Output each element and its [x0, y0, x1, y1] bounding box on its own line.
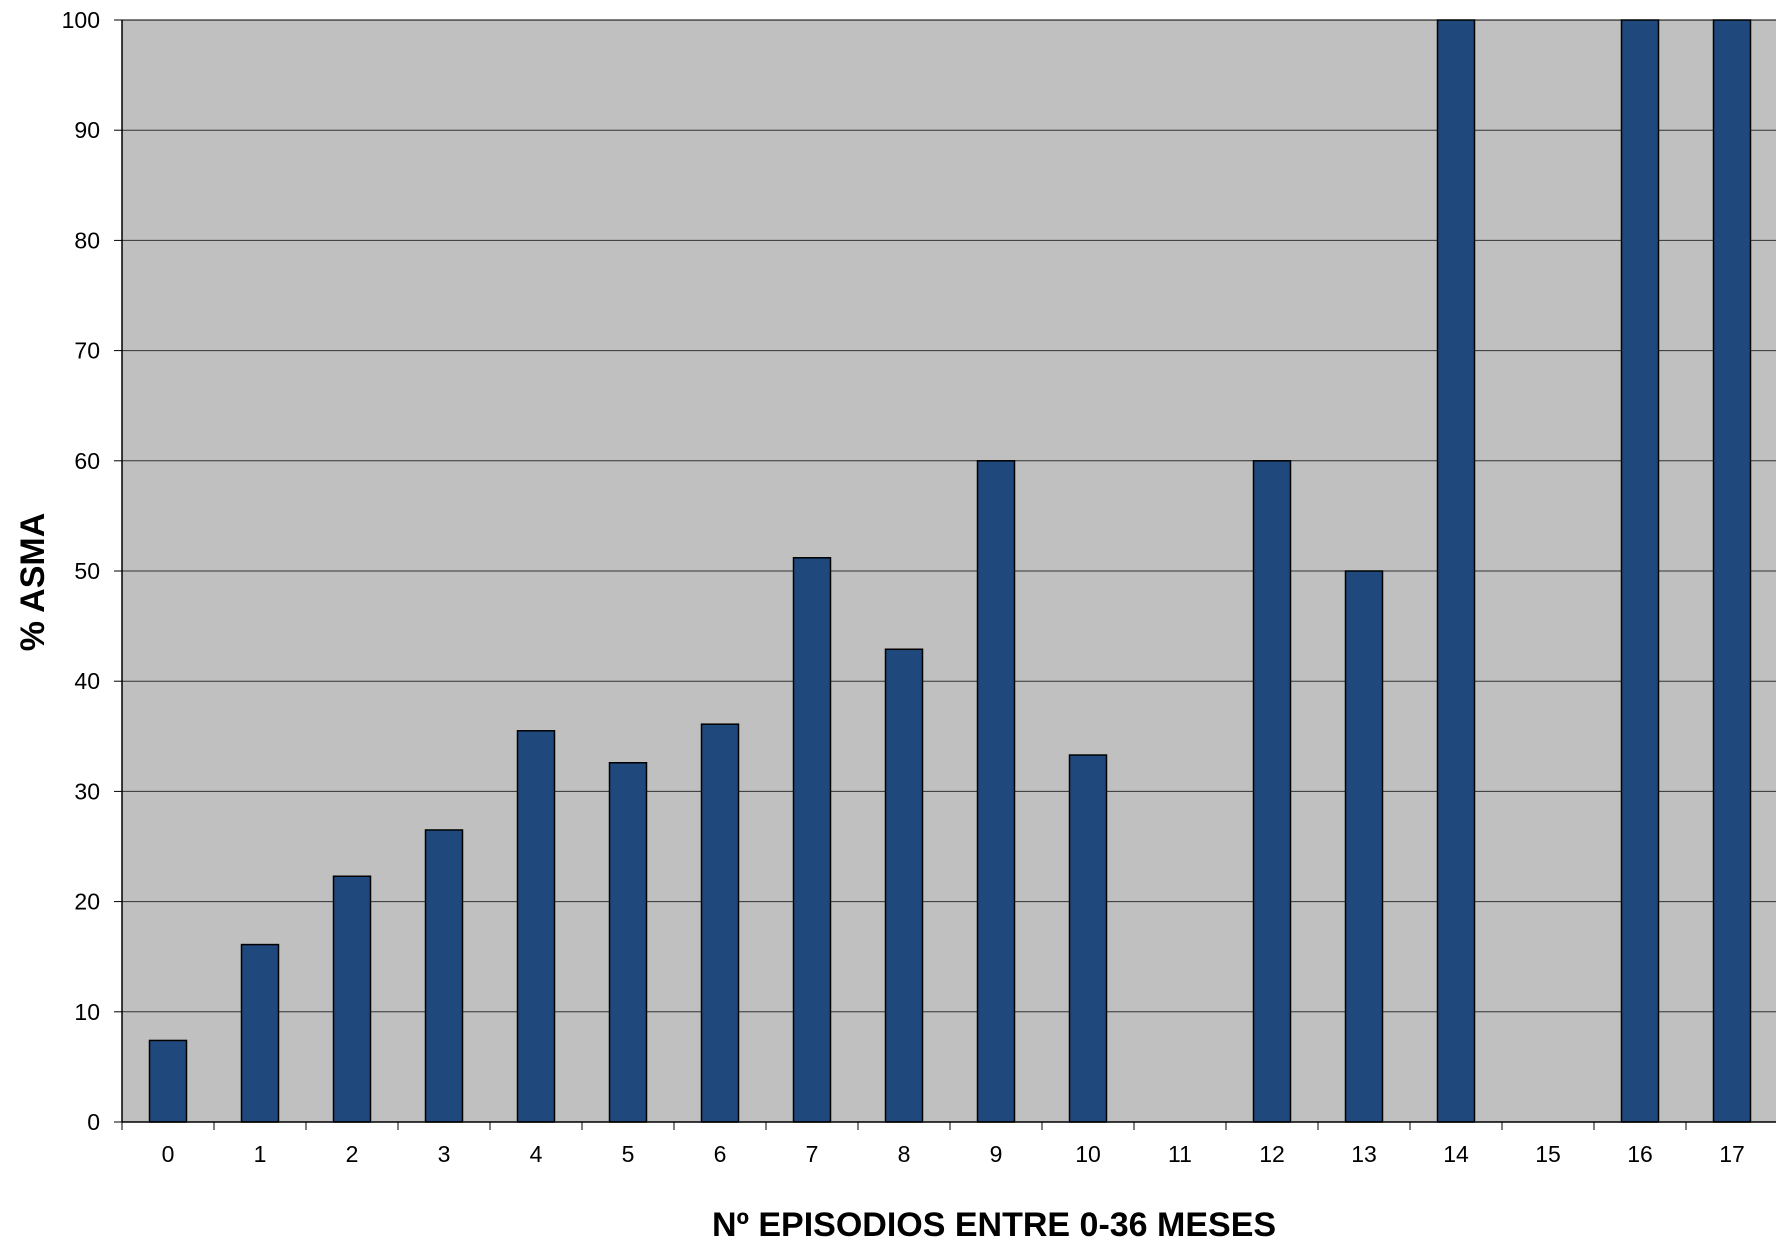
- bar-5: [608, 761, 648, 1123]
- bar-1: [240, 943, 280, 1123]
- bar-14: [1436, 19, 1476, 1123]
- y-tick-labels: 0 10 20 30 40 50 60 70 80 90 100: [62, 7, 122, 1135]
- x-tick-label: 17: [1719, 1141, 1745, 1167]
- bar-8: [884, 648, 924, 1123]
- y-tick-label: 100: [62, 7, 100, 33]
- y-tick-label: 10: [74, 999, 100, 1025]
- x-axis-title: Nº EPISODIOS ENTRE 0-36 MESES: [712, 1206, 1276, 1243]
- x-tick-label: 15: [1535, 1141, 1561, 1167]
- y-tick-label: 30: [74, 778, 100, 804]
- x-tick-label: 9: [990, 1141, 1003, 1167]
- x-tick-labels: 0 1 2 3 4 5 6 7 8 9 10 11 12 13 14 15 16 17: [121, 1122, 1745, 1167]
- bar-10: [1068, 754, 1108, 1123]
- x-tick-label: 11: [1168, 1141, 1192, 1167]
- y-tick-label: 50: [74, 558, 100, 584]
- y-tick-label: 60: [74, 448, 100, 474]
- bar-17: [1712, 19, 1752, 1123]
- bar-13: [1344, 570, 1384, 1123]
- bar-4: [516, 730, 556, 1123]
- x-tick-label: 6: [714, 1141, 727, 1167]
- x-tick-label: 16: [1627, 1141, 1653, 1167]
- x-tick-label: 14: [1443, 1141, 1469, 1167]
- y-tick-label: 80: [74, 227, 100, 253]
- bars: [148, 19, 1752, 1123]
- bar-3: [424, 829, 464, 1123]
- x-tick-label: 1: [254, 1141, 267, 1167]
- x-tick-label: 10: [1075, 1141, 1101, 1167]
- bar-6: [700, 723, 740, 1123]
- x-tick-label: 12: [1259, 1141, 1285, 1167]
- x-tick-label: 13: [1351, 1141, 1377, 1167]
- bar-12: [1252, 460, 1292, 1123]
- y-tick-label: 20: [74, 889, 100, 915]
- bar-9: [976, 460, 1016, 1123]
- y-axis-title: % ASMA: [14, 513, 52, 652]
- bar-0: [148, 1039, 188, 1123]
- x-tick-label: 7: [806, 1141, 819, 1167]
- x-tick-label: 8: [898, 1141, 911, 1167]
- y-tick-label: 90: [74, 117, 100, 143]
- y-tick-label: 0: [87, 1109, 100, 1135]
- x-tick-label: 0: [162, 1141, 175, 1167]
- x-tick-label: 3: [438, 1141, 451, 1167]
- bar-7: [792, 557, 832, 1123]
- bar-16: [1620, 19, 1660, 1123]
- x-tick-label: 5: [622, 1141, 635, 1167]
- y-tick-label: 40: [74, 668, 100, 694]
- y-tick-label: 70: [74, 338, 100, 364]
- x-tick-label: 4: [530, 1141, 543, 1167]
- bar-2: [332, 875, 372, 1123]
- x-tick-label: 2: [346, 1141, 359, 1167]
